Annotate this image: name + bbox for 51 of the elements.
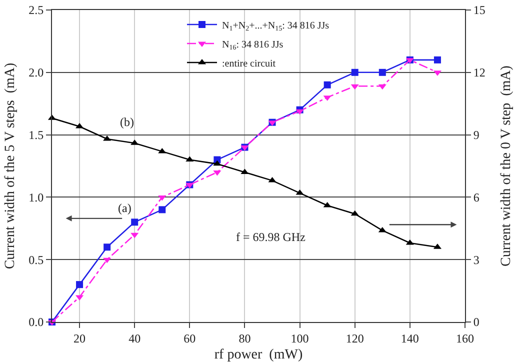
annotation: f = 69.98 GHz: [236, 230, 306, 244]
y-tick-label: 2.0: [28, 66, 44, 80]
x-tick-label: 20: [74, 331, 86, 346]
legend-label: N$_{16}$: 34 816 JJs: [222, 39, 284, 52]
annotation: (b): [120, 115, 134, 129]
y-axis-title: Current width of the 5 V steps (mA): [3, 62, 18, 270]
point: [434, 56, 441, 64]
y2-tick-label: 15: [473, 3, 486, 18]
x-tick-label: 160: [456, 331, 474, 346]
point: [378, 84, 386, 90]
x-tick-label: 100: [290, 331, 309, 346]
point: [351, 68, 358, 76]
point: [350, 210, 359, 216]
y-tick-label: 1.5: [28, 128, 44, 142]
point: [378, 68, 386, 76]
y-tick-label: 0.0: [28, 315, 44, 330]
y2-tick-label: 12: [473, 66, 486, 80]
y2-tick-label: 0: [473, 315, 480, 330]
point: [104, 244, 111, 251]
point: [130, 232, 139, 238]
point: [186, 156, 194, 162]
y-tick-label: 0.5: [28, 252, 44, 267]
point: [378, 226, 386, 232]
y2-tick-label: 9: [473, 128, 480, 142]
point: [213, 160, 222, 166]
point: [350, 84, 359, 90]
y-tick-label: 2.5: [28, 3, 44, 18]
x-tick-label: 140: [400, 331, 419, 346]
y2-tick-label: 3: [473, 252, 480, 267]
point: [131, 218, 138, 226]
point: [324, 81, 331, 88]
y2-axis-title: Current width of the 0 V step (mA): [499, 65, 514, 266]
point: [76, 281, 84, 288]
legend-label: N$_{1}$+N$_{2}$+...+N$_{15}$: 34 816 JJs: [222, 20, 330, 32]
point: [213, 170, 222, 176]
x-tick-label: 60: [184, 331, 196, 346]
point: [158, 148, 166, 154]
point: [406, 239, 414, 245]
annotation: (a): [118, 201, 132, 215]
legend-label: :entire circuit: [222, 58, 276, 70]
y2-tick-label: 6: [473, 190, 480, 204]
point: [296, 109, 304, 115]
x-axis-title: rf power (mW): [214, 348, 303, 363]
point: [158, 195, 166, 201]
x-tick-label: 120: [346, 331, 364, 346]
y-tick-label: 1.0: [28, 190, 44, 204]
x-tick-label: 80: [238, 331, 251, 346]
point: [158, 206, 166, 214]
point: [103, 258, 112, 264]
x-tick-label: 40: [128, 331, 141, 346]
point: [103, 135, 112, 141]
